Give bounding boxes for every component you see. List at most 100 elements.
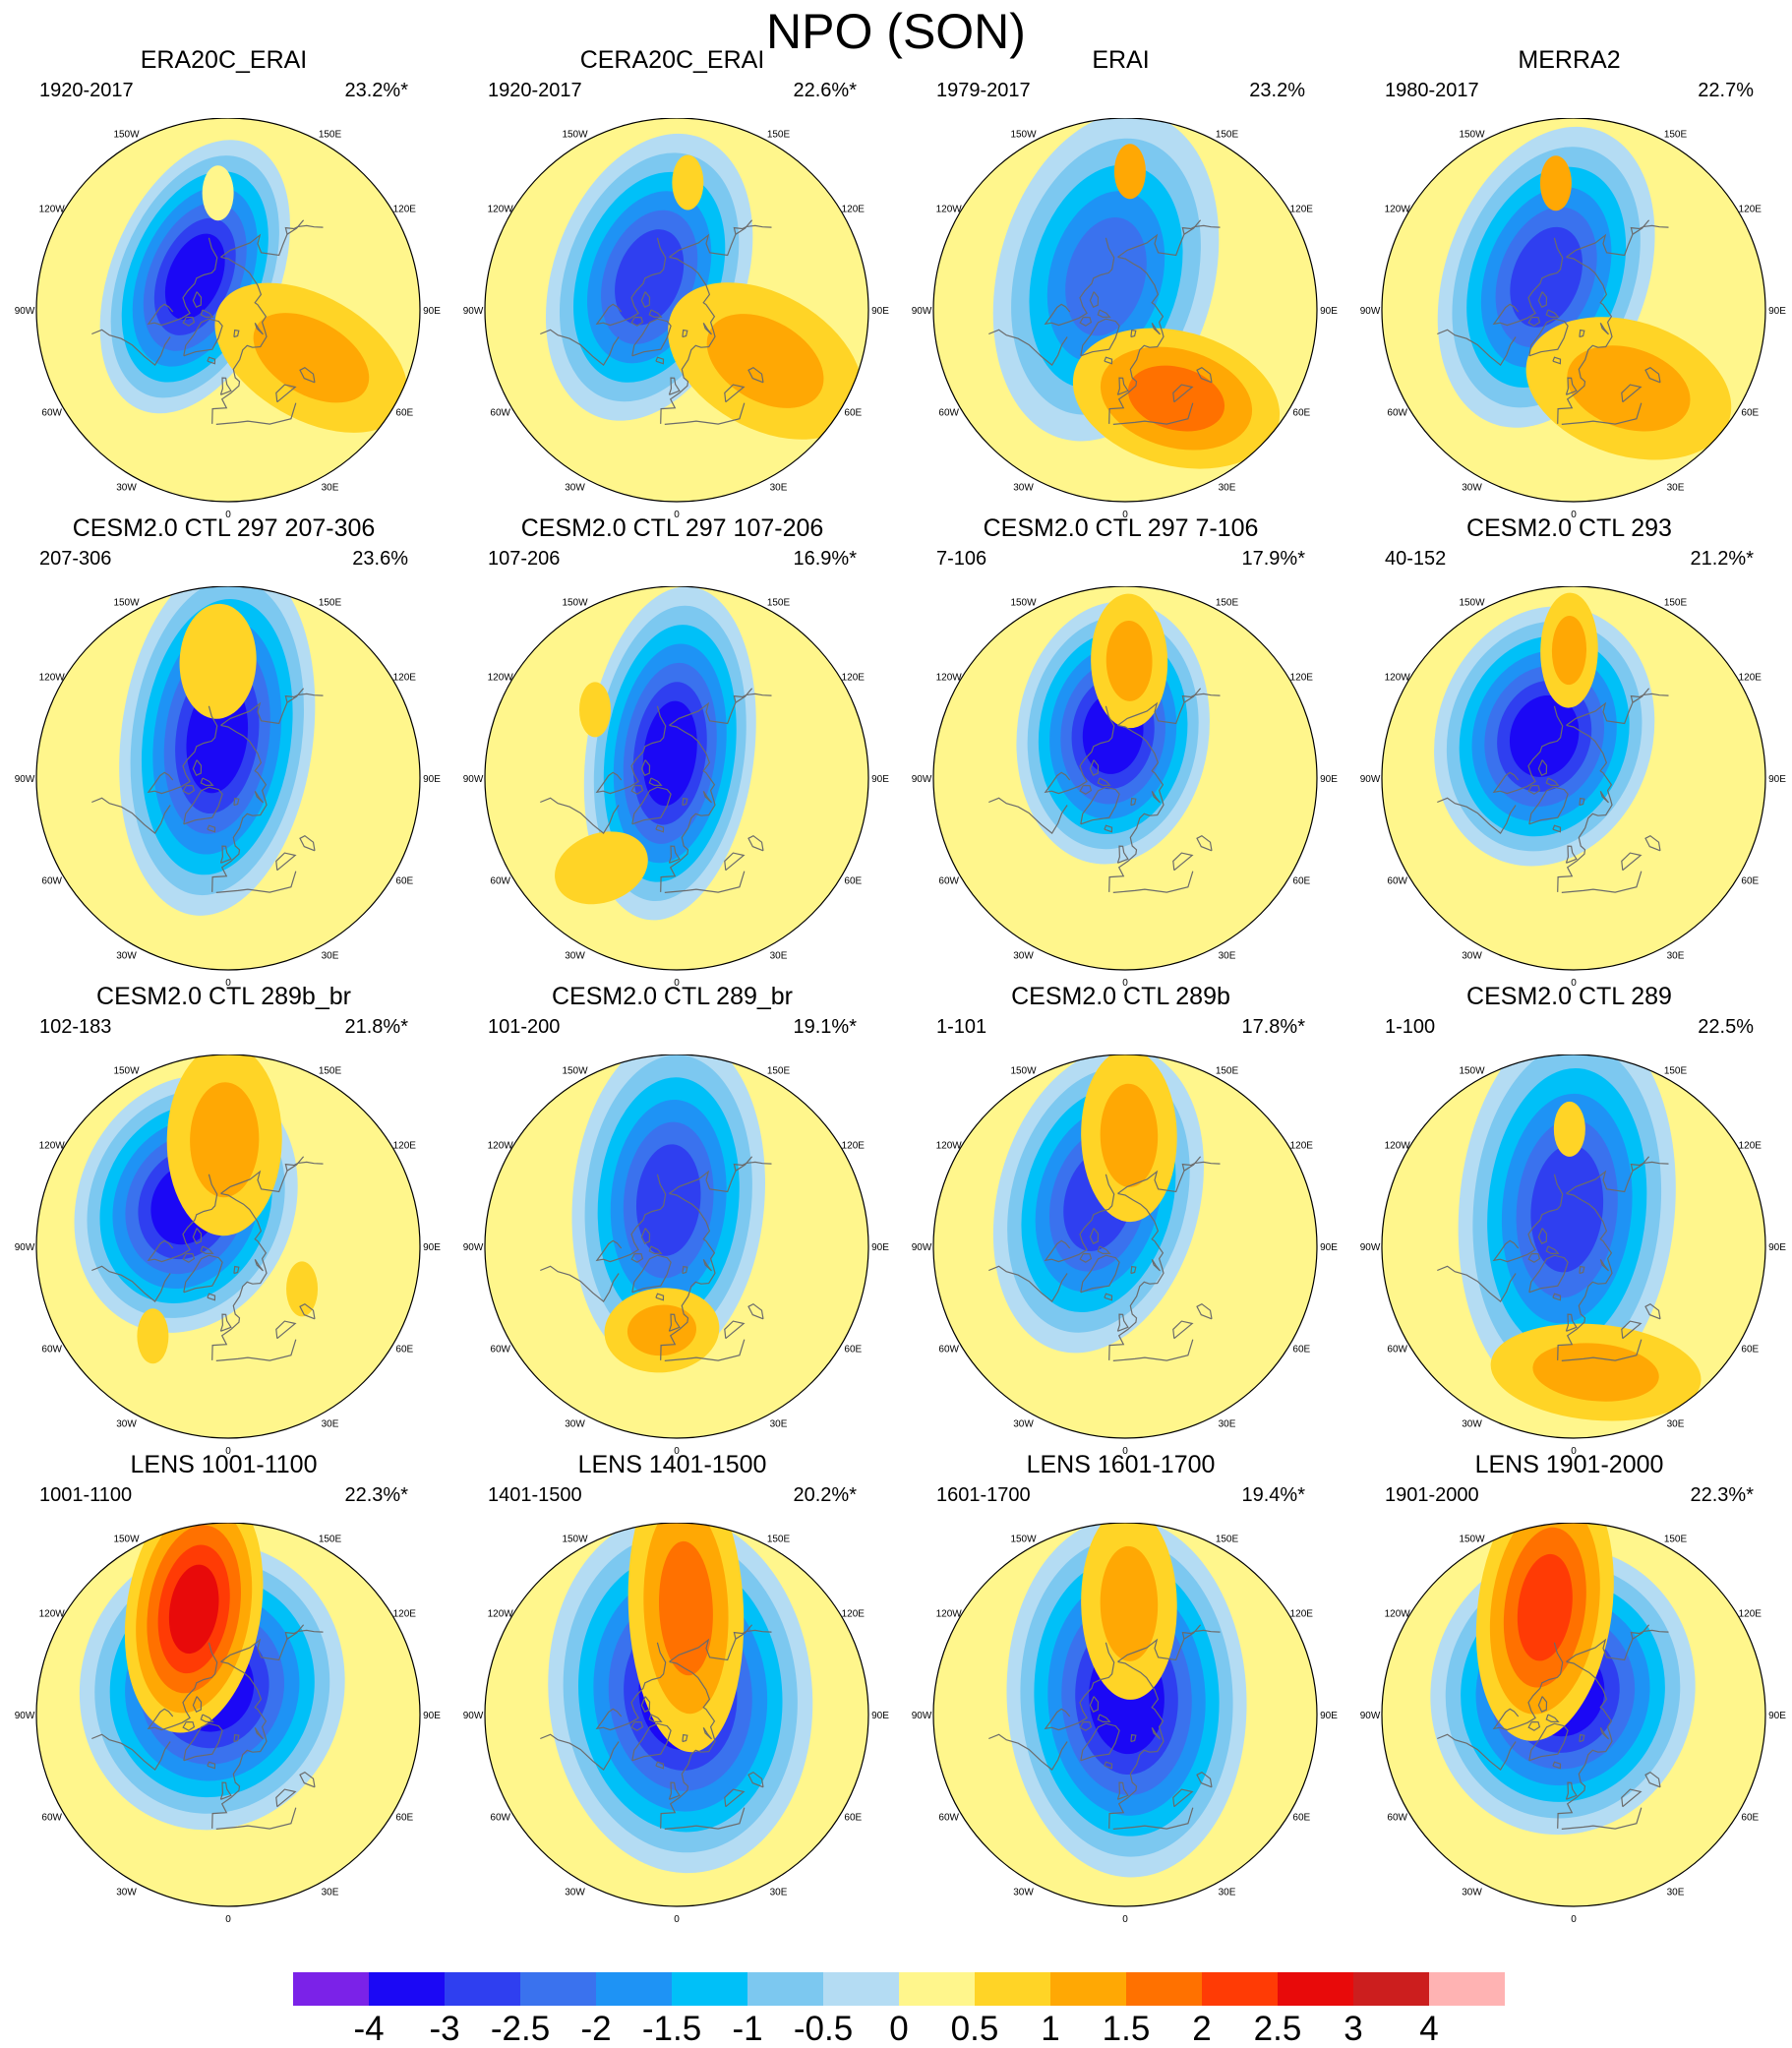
low-anomaly-contour <box>635 1144 701 1256</box>
colorbar <box>293 1972 1505 2006</box>
longitude-label: 30W <box>1013 950 1034 961</box>
longitude-label: 90E <box>1320 774 1338 785</box>
panel-variance: 17.9%* <box>1241 548 1306 570</box>
polar-map: 180150E120E90E60E30E030W60W90W120W150W <box>15 118 441 520</box>
coastline <box>1151 1258 1161 1272</box>
coastline <box>219 1781 232 1800</box>
low-anomaly-contour <box>1530 1144 1604 1273</box>
coastline <box>655 356 665 365</box>
coastlines <box>540 1624 772 1830</box>
coastline <box>988 797 1068 834</box>
longitude-label: 60E <box>1741 876 1759 887</box>
coastline <box>747 366 764 384</box>
coastline <box>147 705 218 795</box>
map-border <box>932 1523 1318 1907</box>
coastline <box>1151 1726 1161 1740</box>
longitude-label: 120E <box>842 673 866 684</box>
map-panel: CESM2.0 CTL 289b_br102-18321.8%*180150E1… <box>0 983 448 1477</box>
longitude-label: 120W <box>1385 1609 1411 1620</box>
map-panel: CESM2.0 CTL 297 207-306207-30623.6%18015… <box>0 514 448 1009</box>
coastline <box>1151 322 1161 335</box>
colorbar-swatch <box>596 1972 673 2006</box>
longitude-label: 60E <box>1741 408 1759 419</box>
coastline <box>1108 1192 1165 1360</box>
coastline <box>254 322 264 335</box>
coastline <box>1561 402 1643 425</box>
panel-period: 40-152 <box>1385 548 1447 570</box>
longitude-label: 30E <box>770 1887 788 1897</box>
longitude-label: 60E <box>844 876 862 887</box>
longitude-label: 60E <box>844 1345 862 1355</box>
coastline <box>724 1788 746 1808</box>
longitude-label: 30E <box>322 482 339 493</box>
high-anomaly-contour <box>179 603 257 719</box>
panel-variance: 22.3%* <box>1690 1484 1755 1506</box>
longitude-label: 60W <box>938 876 959 887</box>
coastline <box>1537 1696 1548 1713</box>
coastline <box>648 309 663 319</box>
coastline <box>1079 784 1093 795</box>
longitude-label: 90W <box>463 1242 484 1253</box>
coastline <box>200 309 214 319</box>
longitude-label: 150E <box>1664 130 1688 141</box>
coastline <box>682 797 688 807</box>
longitude-label: 0 <box>225 1446 231 1457</box>
map-border <box>35 118 421 503</box>
coastline <box>233 797 240 807</box>
coastline <box>215 402 297 425</box>
coastline <box>1528 786 1569 825</box>
high-anomaly-contour <box>1105 620 1153 701</box>
coastline <box>988 1733 1068 1771</box>
longitude-label: 30W <box>565 482 585 493</box>
longitude-label: 60W <box>490 408 510 419</box>
panel-title: CESM2.0 CTL 297 207-306 <box>72 514 376 542</box>
coastline <box>631 786 672 825</box>
coastline <box>233 329 240 338</box>
panel-title: LENS 1401-1500 <box>577 1451 767 1478</box>
map-panel: CESM2.0 CTL 29340-15221.2%*180150E120E90… <box>1345 514 1792 1009</box>
panel-variance: 20.2%* <box>793 1484 858 1506</box>
coastlines <box>988 219 1221 425</box>
high-anomaly-contour <box>1100 1083 1159 1188</box>
panel-period: 1-100 <box>1385 1016 1436 1038</box>
coastline <box>207 1761 216 1770</box>
coastline <box>1557 256 1613 424</box>
panel-period: 7-106 <box>936 548 987 570</box>
coastline <box>668 377 681 395</box>
longitude-label: 120W <box>488 673 514 684</box>
coastline <box>147 1174 218 1263</box>
secondary-high-anomaly <box>1553 1101 1585 1157</box>
longitude-label: 120E <box>393 205 417 215</box>
coastline <box>631 1254 672 1294</box>
coastline <box>275 1788 297 1808</box>
longitude-label: 90E <box>1768 774 1786 785</box>
colorbar-swatch <box>520 1972 597 2006</box>
longitude-label: 150E <box>1216 1066 1239 1077</box>
coastline <box>733 1629 772 1640</box>
longitude-label: 60W <box>41 1345 62 1355</box>
longitude-label: 90W <box>15 774 35 785</box>
coastlines <box>540 688 772 893</box>
colorbar-label: 2 <box>1192 2010 1212 2048</box>
coastline <box>747 834 764 852</box>
coastline <box>595 1174 667 1263</box>
coastline <box>1579 329 1585 338</box>
map-border <box>35 1523 421 1907</box>
coastline <box>1108 1660 1165 1829</box>
coastline <box>682 1265 688 1275</box>
coastline <box>1528 318 1569 357</box>
longitude-label: 90W <box>1360 774 1381 785</box>
coastline <box>299 834 316 852</box>
coastline <box>1196 366 1213 384</box>
coastline <box>733 693 772 703</box>
longitude-label: 90E <box>871 306 889 317</box>
map-border <box>484 586 869 971</box>
polar-map: 180150E120E90E60E30E030W60W90W120W150W <box>912 1523 1338 1925</box>
longitude-label: 150E <box>767 1535 791 1545</box>
panel-period: 1-101 <box>936 1016 987 1038</box>
secondary-high-anomaly <box>1539 155 1572 211</box>
coastline <box>630 1720 644 1731</box>
coastline <box>200 1714 214 1723</box>
panel-title: CESM2.0 CTL 289 <box>1466 983 1672 1010</box>
coastlines <box>1437 1624 1669 1830</box>
